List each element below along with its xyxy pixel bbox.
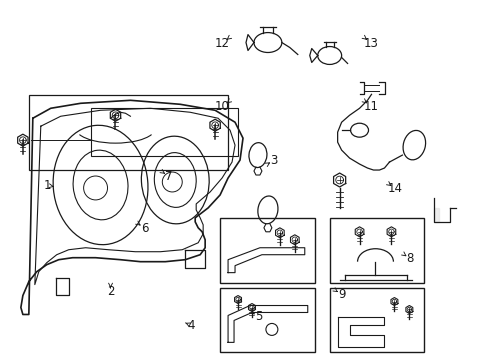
Text: 5: 5 — [255, 310, 262, 324]
Bar — [90, 108, 238, 156]
Bar — [29, 95, 227, 170]
Bar — [220, 218, 314, 283]
Text: 1: 1 — [43, 179, 51, 192]
Text: 14: 14 — [387, 183, 402, 195]
Text: 8: 8 — [406, 252, 413, 265]
Text: 13: 13 — [363, 36, 378, 50]
Bar — [329, 218, 424, 283]
Text: 10: 10 — [215, 100, 229, 113]
Bar — [329, 288, 424, 352]
Bar — [220, 288, 314, 352]
Text: 6: 6 — [141, 222, 148, 235]
Text: 9: 9 — [338, 288, 345, 301]
Polygon shape — [433, 208, 438, 222]
Text: 3: 3 — [269, 154, 277, 167]
Text: 12: 12 — [215, 36, 230, 50]
Text: 2: 2 — [106, 285, 114, 298]
Text: 4: 4 — [187, 319, 194, 332]
Text: 7: 7 — [165, 170, 172, 183]
Text: 11: 11 — [363, 100, 378, 113]
